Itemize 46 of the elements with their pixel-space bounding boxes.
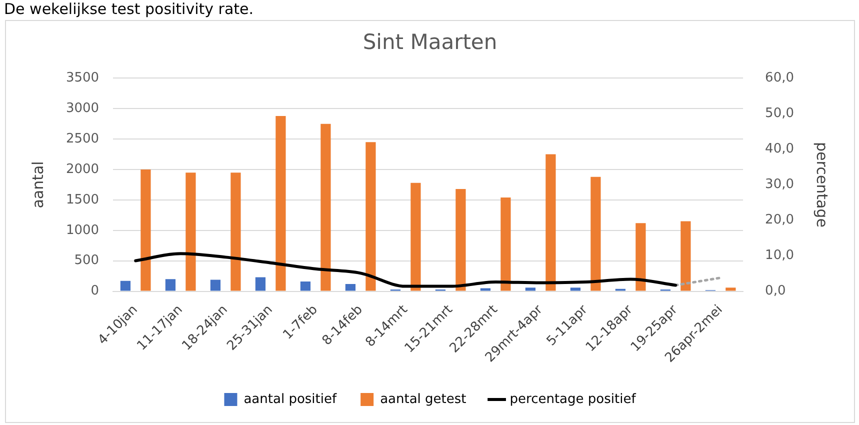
y-tick-label: 500 <box>74 253 100 268</box>
text: De wekelijkse test positivity rate. <box>4 0 254 18</box>
bar <box>255 277 266 291</box>
legend-label: aantal positief <box>244 392 337 407</box>
bar <box>480 288 491 291</box>
bar <box>165 279 176 291</box>
legend-label: aantal getest <box>380 392 466 407</box>
y-axis-title: aantal <box>28 161 47 208</box>
y-tick-label: 3500 <box>66 70 100 86</box>
y2-axis-title: percentage <box>813 142 832 228</box>
bar <box>120 280 131 291</box>
bar <box>546 154 556 291</box>
bar <box>500 198 511 291</box>
chart-title: Sint Maarten <box>362 30 498 54</box>
bar <box>590 176 601 291</box>
y2-tick-label: 0,0 <box>765 284 786 299</box>
bar <box>680 221 691 291</box>
y2-tick-label: 10,0 <box>765 248 794 264</box>
y-tick-label: 1500 <box>66 192 100 208</box>
bar <box>300 282 311 291</box>
bar <box>726 288 736 291</box>
bar <box>276 116 286 291</box>
line-series <box>134 252 678 288</box>
bar <box>636 223 646 291</box>
y2-tick-label: 30,0 <box>765 177 794 192</box>
y2-tick-label: 40,0 <box>765 142 794 157</box>
bar <box>366 142 376 291</box>
bar <box>320 124 331 291</box>
y-tick-label: 2500 <box>66 131 100 146</box>
bar <box>230 172 241 291</box>
y2-tick-label: 20,0 <box>765 212 794 228</box>
bar <box>345 284 356 291</box>
bar <box>456 189 466 291</box>
y-tick-label: 3000 <box>66 101 100 116</box>
y2-tick-label: 60,0 <box>765 70 794 86</box>
y-tick-label: 1000 <box>66 222 100 238</box>
y-tick-label: 2000 <box>66 162 100 177</box>
legend-label: percentage positief <box>510 392 636 407</box>
y2-tick-label: 50,0 <box>765 106 794 122</box>
bar <box>186 172 196 291</box>
bar <box>210 280 221 291</box>
bar <box>140 170 151 291</box>
y-tick-label: 0 <box>90 284 100 299</box>
bar <box>525 288 536 291</box>
bar <box>410 182 421 291</box>
bar <box>570 288 580 291</box>
